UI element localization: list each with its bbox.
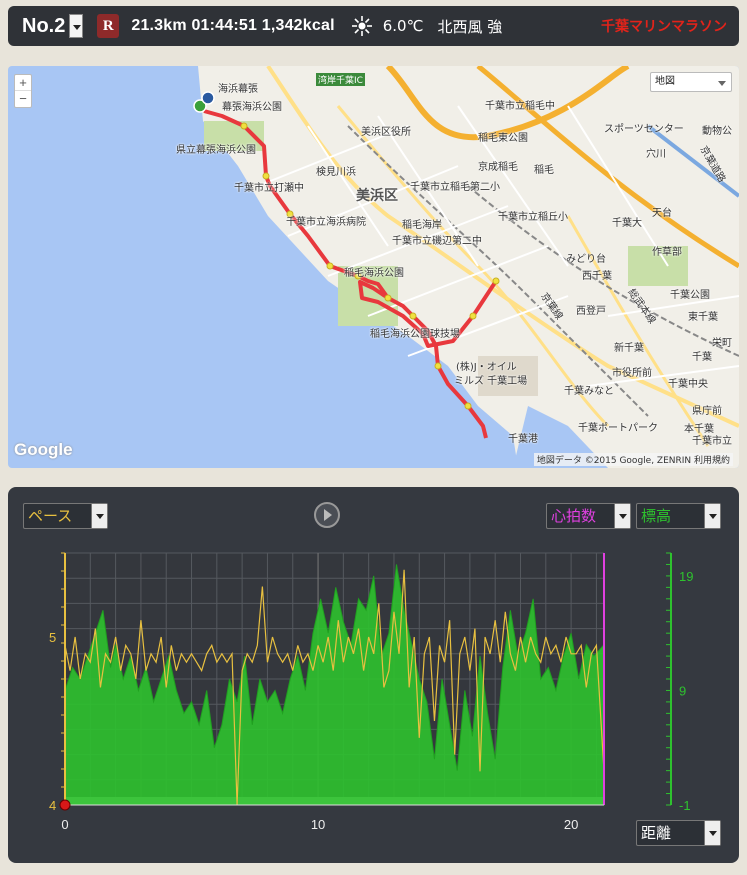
- sun-icon: [351, 16, 372, 36]
- map-label: 県庁前: [692, 406, 722, 417]
- event-name[interactable]: 千葉マリンマラソン: [601, 19, 727, 35]
- route-badge: R: [97, 14, 120, 38]
- chevron-down-icon: [91, 504, 107, 528]
- run-select-arrow-icon[interactable]: [69, 14, 84, 38]
- map-attribution[interactable]: 地図データ ©2015 Google, ZENRIN 利用規約: [533, 453, 733, 466]
- position-marker-icon[interactable]: [59, 799, 71, 811]
- map-label: 稲毛: [534, 165, 554, 176]
- x-axis-tick-label: 10: [311, 817, 325, 832]
- goal-marker-icon: [193, 99, 207, 113]
- map-label: 天台: [652, 208, 672, 219]
- map-label: 千葉市立稲丘小: [498, 212, 568, 223]
- left-axis-tick-label: 5: [49, 630, 56, 645]
- run-summary-bar: No.2 R 21.3km 01:44:51 1,342kcal 6.0℃ 北西…: [8, 6, 739, 46]
- map-land: [198, 66, 739, 468]
- map-label: 新千葉: [614, 343, 644, 354]
- map-label: 栄町: [712, 338, 732, 349]
- map-label: 稲毛東公園: [478, 133, 528, 144]
- route-map[interactable]: + − 地図 海浜幕張 幕張海浜公園 県立幕張海浜公園 湾岸千葉IC 千葉市立稲…: [8, 66, 739, 468]
- map-label: 湾岸千葉IC: [316, 73, 365, 86]
- map-label: 千葉市立稲毛第二小: [410, 182, 500, 193]
- map-label: 千葉中央: [668, 379, 708, 390]
- map-label: 東千葉: [688, 312, 718, 323]
- map-label: 千葉市立海浜病院: [286, 217, 366, 228]
- map-label: 西千葉: [582, 271, 612, 282]
- map-harbor: [513, 406, 608, 468]
- map-label: 千葉市立: [692, 436, 732, 447]
- map-label: 動物公: [702, 126, 732, 137]
- map-label: 京成稲毛: [478, 162, 518, 173]
- run-stats: 21.3km 01:44:51 1,342kcal: [131, 17, 335, 34]
- map-label: 検見川浜: [316, 167, 356, 178]
- map-label: 千葉ポートパーク: [578, 423, 658, 434]
- left-metric-label: ペース: [28, 507, 73, 525]
- map-label: 西登戸: [576, 306, 606, 317]
- map-label: 千葉: [692, 352, 712, 363]
- start-marker-icon: [201, 91, 215, 105]
- left-metric-select[interactable]: ペース: [23, 503, 108, 529]
- pace-elevation-chart[interactable]: 4 5 -1 9 19 0 10 20: [8, 487, 739, 863]
- map-canvas[interactable]: [8, 66, 739, 468]
- map-label: 本千葉: [684, 424, 714, 435]
- left-axis-tick-label: 4: [49, 798, 56, 813]
- zoom-in-button[interactable]: +: [15, 75, 31, 91]
- chevron-down-icon: [704, 504, 720, 528]
- map-label: 県立幕張海浜公園: [176, 145, 256, 156]
- course-route: [203, 109, 498, 439]
- map-label: 稲毛海岸: [402, 220, 442, 231]
- elevation-area: [64, 564, 605, 806]
- x-axis-tick-label: 20: [564, 817, 578, 832]
- right-axis-tick-label: -1: [679, 798, 691, 813]
- map-label: スポーツセンター: [604, 124, 684, 135]
- x-metric-select[interactable]: 距離: [636, 820, 721, 846]
- map-label: 千葉市立稲毛中: [485, 101, 555, 112]
- elevation-select[interactable]: 標高: [636, 503, 721, 529]
- x-axis-tick-label: 0: [61, 817, 68, 832]
- pace-line: [64, 569, 605, 806]
- elevation-base-band: [65, 797, 604, 805]
- chart-panel: ペース 心拍数 標高 距離 4 5 -1 9 19 0 10 20: [8, 487, 739, 863]
- map-label: 海浜幕張: [218, 84, 258, 95]
- elevation-label: 標高: [641, 507, 672, 525]
- zoom-out-button[interactable]: −: [19, 91, 27, 106]
- map-label: 美浜区: [356, 188, 398, 204]
- chevron-down-icon: [614, 504, 630, 528]
- map-label: 作草部: [652, 247, 682, 258]
- zoom-control[interactable]: + −: [14, 74, 32, 108]
- map-label: 幕張海浜公園: [222, 102, 282, 113]
- play-icon[interactable]: [314, 502, 340, 528]
- map-label: 千葉市立磯辺第二中: [392, 236, 482, 247]
- highway: [385, 66, 630, 141]
- right-axis-tick-label: 19: [679, 569, 693, 584]
- map-label: 千葉公園: [670, 290, 710, 301]
- map-label: みどり台: [566, 254, 606, 265]
- map-label: 千葉大: [612, 218, 642, 229]
- map-label: (株)J・オイル: [456, 362, 517, 373]
- map-label: 千葉みなと: [564, 386, 614, 397]
- map-label: 稲毛海浜公園球技場: [370, 329, 460, 340]
- map-label: 美浜区役所: [361, 127, 411, 138]
- map-label: 穴川: [646, 149, 666, 160]
- heart-rate-select[interactable]: 心拍数: [546, 503, 631, 529]
- map-label: 千葉市立打瀬中: [234, 183, 304, 194]
- wind: 北西風 強: [437, 17, 503, 36]
- map-type-select[interactable]: 地図: [650, 72, 732, 92]
- chevron-down-icon: [704, 821, 720, 845]
- map-label: 千葉港: [508, 434, 538, 445]
- map-label: 稲毛海浜公園: [344, 268, 404, 279]
- run-number: No.2: [22, 14, 66, 37]
- temperature: 6.0℃: [382, 17, 424, 35]
- map-label: ミルズ 千葉工場: [454, 376, 528, 387]
- right-axis-tick-label: 9: [679, 683, 686, 698]
- google-logo: Google: [14, 440, 73, 459]
- map-label: 市役所前: [612, 368, 652, 379]
- heart-rate-label: 心拍数: [551, 507, 597, 525]
- x-metric-label: 距離: [641, 824, 672, 842]
